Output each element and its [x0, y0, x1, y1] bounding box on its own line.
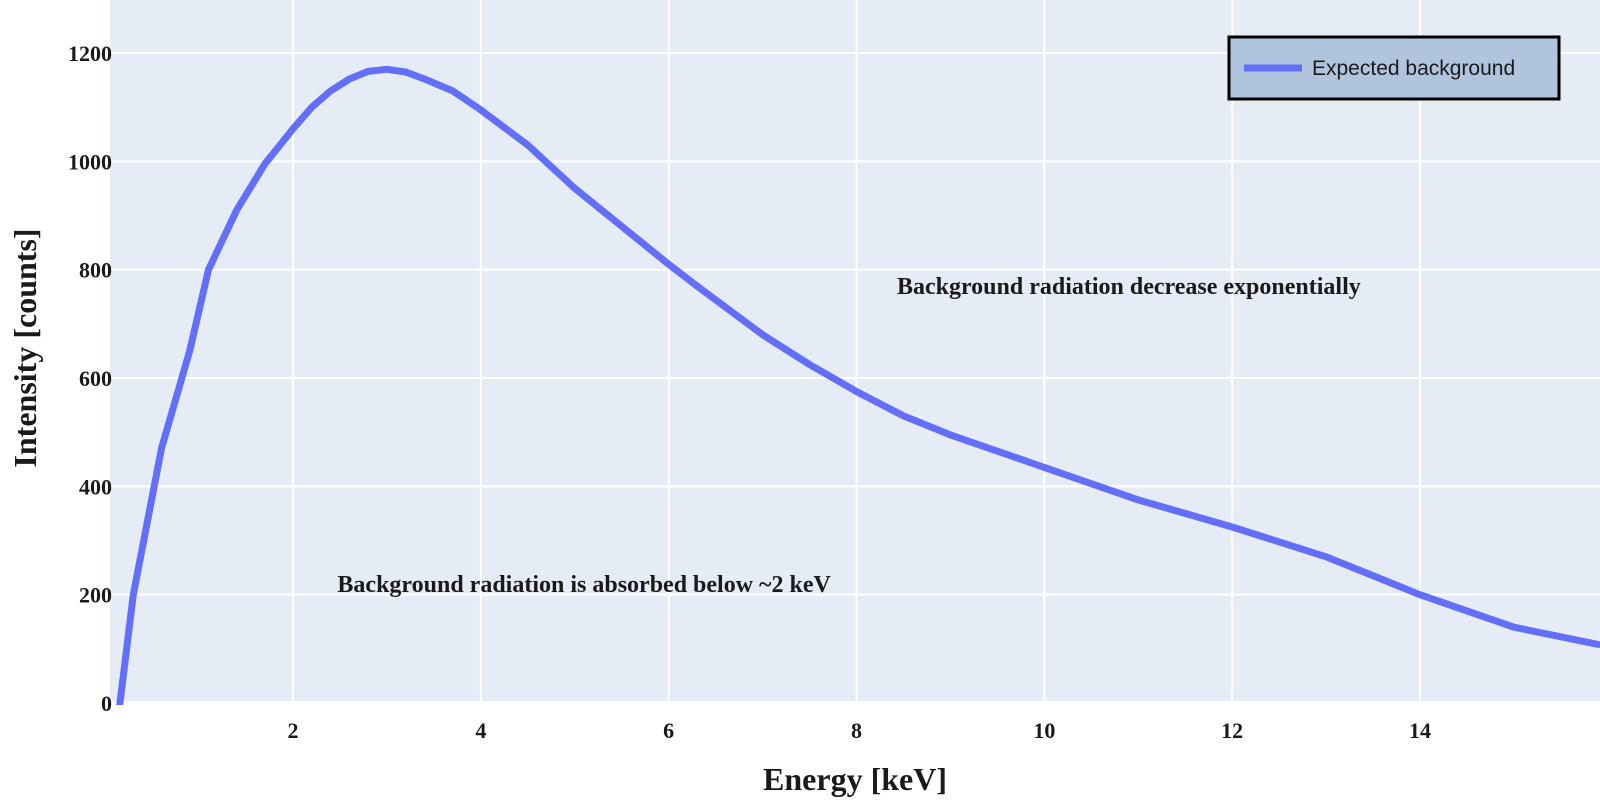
x-tick-label: 12 — [1221, 718, 1243, 743]
y-tick-label: 200 — [79, 583, 112, 608]
x-tick-label: 6 — [663, 718, 674, 743]
y-tick-label: 1000 — [68, 149, 112, 174]
y-tick-label: 800 — [79, 258, 112, 283]
y-axis-title: Intensity [counts] — [7, 228, 43, 467]
legend-label: Expected background — [1312, 57, 1515, 80]
x-axis-title: Energy [keV] — [763, 761, 947, 797]
x-tick-label: 10 — [1033, 718, 1055, 743]
x-tick-label: 4 — [475, 718, 486, 743]
y-tick-label: 600 — [79, 366, 112, 391]
legend[interactable]: Expected background — [1227, 35, 1561, 101]
annotation-exponential-decrease: Background radiation decrease exponentia… — [897, 274, 1361, 300]
y-tick-label: 0 — [101, 691, 112, 716]
plot-background — [110, 0, 1600, 705]
x-tick-label: 2 — [288, 718, 299, 743]
annotation-absorbed-below-2kev: Background radiation is absorbed below ~… — [337, 572, 831, 598]
y-tick-label: 1200 — [68, 41, 112, 66]
x-tick-label: 8 — [851, 718, 862, 743]
x-axis-ticks: 2 4 6 8 10 12 14 — [288, 718, 1432, 743]
y-axis-ticks: 0 200 400 600 800 1000 1200 — [68, 41, 112, 716]
series-layer — [116, 65, 1600, 705]
x-tick-label: 14 — [1409, 718, 1431, 743]
y-tick-label: 400 — [79, 474, 112, 499]
series-line-expected-background — [116, 65, 1600, 705]
